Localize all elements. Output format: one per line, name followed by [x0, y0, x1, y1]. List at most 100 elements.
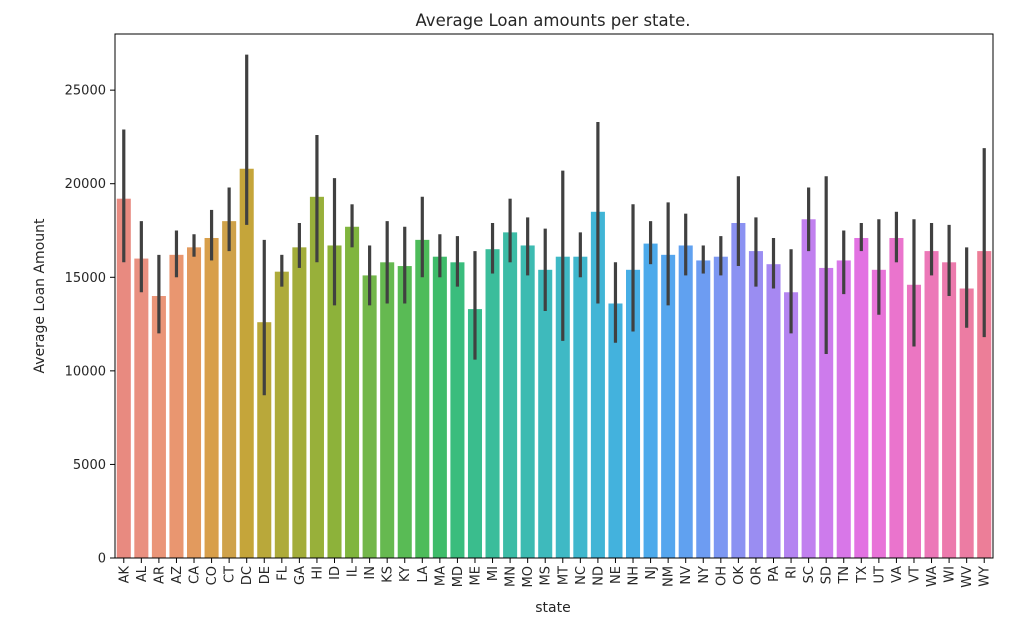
- x-tick-label-ak: AK: [117, 566, 132, 584]
- bar-mo: [520, 245, 535, 558]
- bar-wv: [959, 288, 974, 558]
- bar-nj: [643, 243, 658, 558]
- bars-group: [116, 168, 992, 559]
- x-tick-label-co: CO: [205, 566, 220, 585]
- x-tick-label-ms: MS: [539, 566, 554, 585]
- x-tick-label-ca: CA: [188, 566, 203, 584]
- x-tick-label-in: IN: [363, 566, 378, 580]
- bar-nc: [573, 256, 588, 558]
- x-tick-label-me: ME: [468, 566, 483, 585]
- x-tick-label-nd: ND: [591, 566, 606, 586]
- bar-nm: [661, 254, 676, 558]
- y-tick-label: 20000: [65, 177, 106, 192]
- y-tick-label: 10000: [65, 364, 106, 379]
- x-tick-label-ut: UT: [872, 566, 887, 584]
- plot-frame: [114, 33, 994, 559]
- x-tick-label-wv: WV: [960, 566, 975, 588]
- x-tick-label-hi: HI: [310, 566, 325, 580]
- x-tick-label-vt: VT: [907, 566, 922, 583]
- x-tick-label-ct: CT: [223, 566, 238, 583]
- bar-wa: [924, 251, 939, 558]
- bar-md: [450, 262, 465, 558]
- x-tick-label-az: AZ: [170, 566, 185, 584]
- x-tick-label-id: ID: [328, 566, 343, 580]
- chart-title: Average Loan amounts per state.: [415, 11, 690, 30]
- x-tick-label-md: MD: [451, 566, 466, 587]
- bar-hi: [309, 196, 324, 558]
- bar-ne: [608, 303, 623, 558]
- y-tick-label: 5000: [73, 458, 106, 473]
- bar-ok: [731, 223, 746, 558]
- x-tick-label-nh: NH: [627, 566, 642, 586]
- x-tick-label-tn: TN: [837, 566, 852, 585]
- x-tick-label-mt: MT: [556, 566, 571, 585]
- bar-ak: [116, 198, 131, 558]
- bar-ny: [696, 260, 711, 558]
- x-tick-label-ma: MA: [433, 566, 448, 586]
- bar-ca: [187, 247, 202, 558]
- x-tick-label-wy: WY: [978, 566, 993, 587]
- bar-in: [362, 275, 377, 558]
- bar-nh: [626, 269, 641, 558]
- x-tick-label-la: LA: [416, 566, 431, 583]
- x-tick-label-al: AL: [135, 565, 150, 582]
- bar-sc: [801, 219, 816, 558]
- x-tick-label-il: IL: [346, 565, 361, 577]
- y-tick-label: 15000: [65, 271, 106, 286]
- bar-co: [204, 237, 219, 559]
- x-tick-label-ne: NE: [609, 566, 624, 584]
- bar-ar: [151, 296, 166, 558]
- bar-ct: [222, 221, 237, 558]
- bar-id: [327, 245, 342, 558]
- y-axis-title: Average Loan Amount: [32, 218, 48, 373]
- bar-nd: [590, 211, 605, 559]
- x-tick-label-dc: DC: [240, 566, 255, 585]
- x-tick-label-nj: NJ: [644, 566, 659, 580]
- bar-or: [748, 251, 763, 558]
- bar-fl: [274, 271, 289, 558]
- x-tick-label-ny: NY: [697, 566, 712, 584]
- x-tick-label-fl: FL: [275, 565, 290, 580]
- x-tick-label-ok: OK: [732, 566, 747, 585]
- bar-sd: [819, 267, 834, 558]
- x-tick-label-nm: NM: [662, 566, 677, 587]
- x-tick-label-wa: WA: [925, 566, 940, 587]
- x-tick-label-ri: RI: [785, 566, 800, 579]
- x-tick-label-ky: KY: [398, 566, 413, 582]
- x-tick-label-or: OR: [749, 566, 764, 585]
- bar-al: [134, 258, 149, 558]
- bar-mt: [555, 256, 570, 558]
- x-tick-label-va: VA: [890, 566, 905, 583]
- x-tick-label-de: DE: [258, 566, 273, 584]
- x-tick-label-mi: MI: [486, 566, 501, 581]
- bar-va: [889, 237, 904, 559]
- x-tick-label-sc: SC: [802, 566, 817, 583]
- bar-de: [257, 322, 272, 558]
- x-tick-label-ar: AR: [152, 566, 167, 584]
- bar-tx: [854, 237, 869, 559]
- y-tick-label: 0: [98, 552, 106, 567]
- bar-tn: [836, 260, 851, 558]
- bar-dc: [239, 168, 254, 559]
- x-tick-label-wi: WI: [943, 566, 958, 583]
- bar-wy: [977, 251, 992, 558]
- x-tick-label-ks: KS: [381, 566, 396, 583]
- bar-ky: [397, 266, 412, 558]
- bar-mn: [503, 232, 518, 558]
- y-tick-label: 25000: [65, 84, 106, 99]
- bar-me: [467, 309, 483, 558]
- x-tick-label-nc: NC: [574, 566, 589, 585]
- bar-vt: [906, 284, 922, 558]
- x-tick-label-mn: MN: [504, 566, 519, 587]
- x-tick-label-oh: OH: [714, 566, 729, 586]
- x-tick-label-pa: PA: [767, 566, 782, 582]
- bar-ks: [380, 262, 395, 558]
- x-axis-title: state: [535, 600, 570, 616]
- bar-pa: [766, 264, 781, 558]
- x-tick-label-mo: MO: [521, 566, 536, 587]
- bar-wi: [942, 262, 957, 558]
- x-axis: AK AL AR AZ CA CO CT DC DE FL GA HI ID IL IN KS KY LA MA MD…: [117, 558, 993, 588]
- x-tick-label-nv: NV: [679, 566, 694, 585]
- bar-mi: [485, 249, 500, 558]
- bar-nv: [678, 245, 693, 558]
